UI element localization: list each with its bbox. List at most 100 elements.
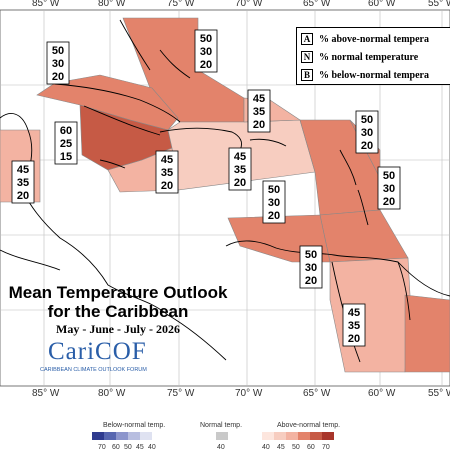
legend-row-above: A % above-normal tempera	[301, 32, 429, 46]
svg-text:35: 35	[161, 167, 173, 179]
svg-text:30: 30	[268, 197, 280, 209]
svg-text:20: 20	[268, 210, 280, 222]
svg-text:45: 45	[253, 93, 265, 105]
scale-tick-below: 45	[136, 444, 144, 451]
scale-swatch-above	[274, 432, 286, 440]
lon-label-top: 70° W	[235, 0, 263, 9]
lon-label-bottom: 80° W	[98, 388, 126, 399]
svg-text:45: 45	[234, 151, 246, 163]
svg-text:30: 30	[200, 46, 212, 58]
svg-text:25: 25	[60, 138, 72, 150]
scale-tick-above: 60	[307, 444, 315, 451]
lon-label-bottom: 70° W	[235, 388, 263, 399]
svg-text:20: 20	[17, 190, 29, 202]
prob-box-puerto-rico: 50 30 20	[262, 180, 286, 224]
scale-swatch-above	[310, 432, 322, 440]
color-scale: Below-normal temp. Normal temp. Above-no…	[0, 390, 450, 450]
prob-box-abc-islands: 50 30 20	[299, 245, 323, 289]
svg-text:30: 30	[361, 127, 373, 139]
lon-label-bottom: 60° W	[368, 388, 396, 399]
scale-tick-below: 70	[98, 444, 106, 451]
lon-label-top: 85° W	[32, 0, 60, 9]
caricof-logo-subtitle: CARIBBEAN CLIMATE OUTLOOK FORUM	[40, 367, 147, 373]
probability-legend: A % above-normal tempera N % normal temp…	[296, 27, 450, 85]
scale-tick-above: 50	[292, 444, 300, 451]
svg-text:30: 30	[305, 262, 317, 274]
svg-text:15: 15	[60, 151, 72, 163]
legend-text-below: % below-normal tempera	[319, 69, 429, 81]
map-title: Mean Temperature Outlook	[8, 283, 228, 302]
svg-text:30: 30	[383, 183, 395, 195]
svg-text:50: 50	[52, 45, 64, 57]
svg-text:60: 60	[60, 125, 72, 137]
prob-box-windwards: 50 30 20	[377, 166, 401, 210]
longitude-labels-bottom: 85° W 80° W 75° W 70° W 65° W 60° W 55° …	[32, 388, 450, 399]
map-title-line2: for the Caribbean	[47, 302, 189, 321]
legend-row-below: B % below-normal tempera	[301, 68, 429, 82]
legend-text-above: % above-normal tempera	[319, 33, 429, 45]
svg-text:20: 20	[253, 119, 265, 131]
scale-label-above: Above-normal temp.	[277, 422, 341, 429]
legend-key-normal: N	[301, 51, 313, 63]
legend-key-below: B	[301, 69, 313, 81]
svg-text:20: 20	[52, 71, 64, 83]
svg-text:20: 20	[361, 140, 373, 152]
svg-text:50: 50	[200, 33, 212, 45]
scale-tick-below: 60	[112, 444, 120, 451]
scale-swatch-below	[104, 432, 116, 440]
prob-box-jamaica: 45 35 20	[155, 150, 179, 194]
legend-key-above: A	[301, 33, 313, 45]
scale-tick-below: 40	[148, 444, 156, 451]
svg-text:20: 20	[161, 180, 173, 192]
prob-box-cuba-east: 60 25 15	[54, 121, 78, 165]
region-guianas-east	[404, 294, 450, 373]
longitude-labels-top: 85° W 80° W 75° W 70° W 65° W 60° W 55° …	[32, 0, 450, 9]
svg-text:50: 50	[383, 170, 395, 182]
outlook-period: May - June - July - 2026	[56, 322, 180, 336]
scale-swatch-above	[286, 432, 298, 440]
scale-swatch-below	[116, 432, 128, 440]
svg-text:35: 35	[348, 320, 360, 332]
lon-label-bottom: 75° W	[167, 388, 195, 399]
scale-label-normal: Normal temp.	[200, 422, 243, 429]
svg-text:50: 50	[305, 249, 317, 261]
scale-tick-above: 40	[262, 444, 270, 451]
scale-swatch-above	[322, 432, 334, 440]
prob-box-bahamas: 50 30 20	[194, 29, 218, 73]
scale-swatch-normal	[216, 432, 228, 440]
svg-text:20: 20	[234, 177, 246, 189]
lon-label-top: 55° W	[428, 0, 450, 9]
svg-text:45: 45	[348, 307, 360, 319]
region-guianas-west	[329, 257, 411, 373]
svg-text:20: 20	[200, 59, 212, 71]
legend-text-normal: % normal temperature	[319, 51, 419, 63]
svg-text:35: 35	[234, 164, 246, 176]
prob-box-guianas-west: 45 35 20	[342, 303, 366, 347]
prob-box-turks-caicos: 45 35 20	[247, 89, 271, 133]
lon-label-top: 60° W	[368, 0, 396, 9]
prob-box-hispaniola: 45 35 20	[228, 147, 252, 191]
legend-row-normal: N % normal temperature	[301, 50, 418, 64]
prob-box-belize: 45 35 20	[11, 160, 35, 204]
scale-swatch-above	[262, 432, 274, 440]
lon-label-bottom: 55° W	[428, 388, 450, 399]
svg-text:50: 50	[268, 184, 280, 196]
scale-tick-above: 70	[322, 444, 330, 451]
scale-tick-above: 45	[277, 444, 285, 451]
svg-text:20: 20	[383, 196, 395, 208]
scale-swatch-below	[92, 432, 104, 440]
prob-box-northwest: 50 30 20	[46, 41, 70, 85]
scale-tick-normal: 40	[217, 444, 225, 451]
scale-label-below: Below-normal temp.	[103, 422, 166, 429]
prob-box-leewards: 50 30 20	[355, 110, 379, 154]
svg-text:50: 50	[361, 114, 373, 126]
svg-text:35: 35	[253, 106, 265, 118]
coastlines	[0, 19, 450, 363]
svg-text:45: 45	[161, 154, 173, 166]
svg-text:20: 20	[348, 333, 360, 345]
svg-text:20: 20	[305, 275, 317, 287]
lon-label-bottom: 65° W	[303, 388, 331, 399]
caricof-logo-text: CariCOF	[48, 338, 147, 365]
scale-swatch-below	[128, 432, 140, 440]
scale-tick-below: 50	[124, 444, 132, 451]
